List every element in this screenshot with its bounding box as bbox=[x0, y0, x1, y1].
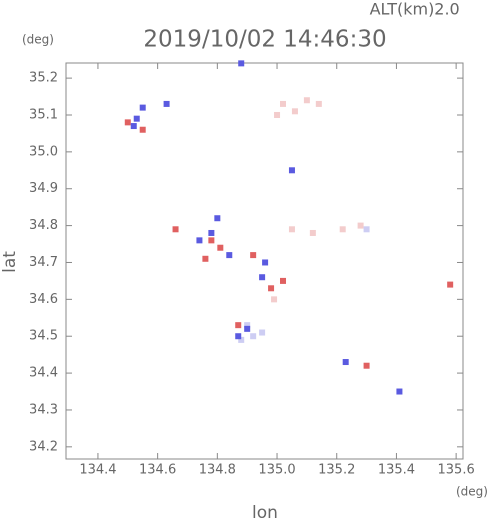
radar-cell bbox=[244, 325, 251, 332]
radar-cell bbox=[274, 111, 281, 118]
y-unit: (deg) bbox=[22, 33, 54, 47]
x-axis-label: lon bbox=[252, 503, 278, 521]
radar-cell bbox=[339, 226, 346, 233]
x-tick-label: 134.4 bbox=[79, 463, 116, 478]
x-tick-label: 135.0 bbox=[258, 463, 295, 478]
plot-frame bbox=[65, 62, 464, 460]
y-tick-label: 34.3 bbox=[29, 402, 58, 417]
radar-cell bbox=[262, 259, 269, 266]
y-tick-label: 34.8 bbox=[29, 218, 58, 233]
radar-cell bbox=[268, 285, 275, 292]
x-tick-label: 135.6 bbox=[438, 463, 475, 478]
x-tick-label: 134.6 bbox=[139, 463, 176, 478]
radar-cell bbox=[163, 100, 170, 107]
radar-cell bbox=[250, 252, 257, 259]
radar-cell bbox=[238, 336, 245, 343]
y-tick-label: 34.5 bbox=[29, 329, 58, 344]
radar-cell bbox=[238, 60, 245, 67]
radar-cell bbox=[363, 226, 370, 233]
radar-cell bbox=[217, 244, 224, 251]
radar-cell bbox=[235, 322, 242, 329]
y-tick-label: 34.7 bbox=[29, 255, 58, 270]
y-tick-label: 35.1 bbox=[29, 107, 58, 122]
y-tick-label: 34.6 bbox=[29, 292, 58, 307]
radar-cell bbox=[396, 388, 403, 395]
radar-cell bbox=[315, 100, 322, 107]
y-tick-label: 35.2 bbox=[29, 71, 58, 86]
radar-cell bbox=[288, 167, 295, 174]
altitude-label: ALT(km) bbox=[370, 0, 435, 19]
radar-cell bbox=[303, 97, 310, 104]
x-tick-label: 135.4 bbox=[378, 463, 415, 478]
chart-title: 2019/10/02 14:46:30 bbox=[143, 27, 386, 53]
radar-cell bbox=[357, 222, 364, 229]
radar-cell bbox=[124, 119, 131, 126]
y-tick-label: 34.4 bbox=[29, 366, 58, 381]
radar-cell bbox=[202, 255, 209, 262]
y-axis-label: lat bbox=[0, 251, 20, 273]
y-tick-label: 34.9 bbox=[29, 181, 58, 196]
altitude-value: 2.0 bbox=[434, 0, 459, 19]
y-tick-label: 34.2 bbox=[29, 439, 58, 454]
radar-cell bbox=[363, 362, 370, 369]
radar-cell bbox=[208, 237, 215, 244]
y-tick-label: 35.0 bbox=[29, 144, 58, 159]
radar-cell bbox=[280, 100, 287, 107]
radar-cell bbox=[226, 252, 233, 259]
radar-cell bbox=[235, 333, 242, 340]
radar-cell bbox=[196, 237, 203, 244]
radar-cell bbox=[172, 226, 179, 233]
x-unit: (deg) bbox=[456, 485, 488, 499]
radar-cell bbox=[130, 123, 137, 130]
radar-cell bbox=[133, 115, 140, 122]
radar-cell bbox=[342, 359, 349, 366]
radar-cell bbox=[447, 281, 454, 288]
radar-cell bbox=[309, 229, 316, 236]
radar-cell bbox=[271, 296, 278, 303]
radar-cell bbox=[280, 277, 287, 284]
radar-cell bbox=[139, 126, 146, 133]
radar-cell bbox=[244, 322, 251, 329]
x-tick-label: 134.8 bbox=[199, 463, 236, 478]
radar-cell bbox=[139, 104, 146, 111]
radar-cell bbox=[214, 215, 221, 222]
radar-cell bbox=[250, 333, 257, 340]
radar-cell bbox=[259, 274, 266, 281]
x-tick-label: 135.2 bbox=[318, 463, 355, 478]
radar-cell bbox=[288, 226, 295, 233]
radar-cell bbox=[208, 229, 215, 236]
radar-cell bbox=[259, 329, 266, 336]
radar-cell bbox=[291, 108, 298, 115]
